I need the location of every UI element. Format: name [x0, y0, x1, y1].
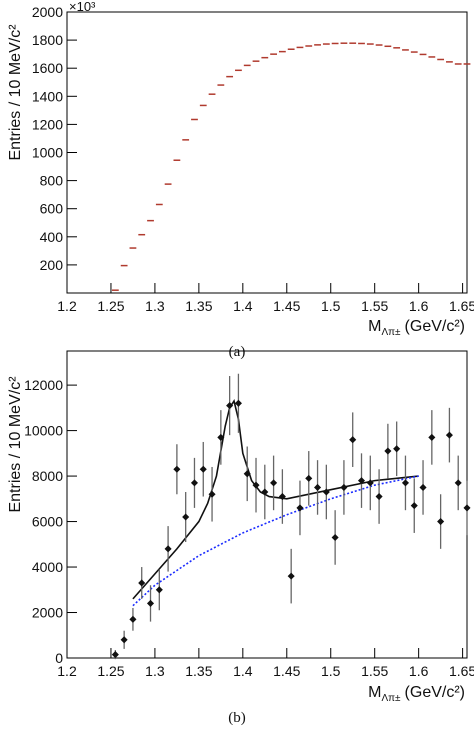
x-tick-label: 1.2 [57, 298, 77, 314]
fit-curve [132, 399, 419, 600]
x-label-unit: (GeV/c²) [405, 318, 465, 335]
data-point [305, 474, 313, 482]
y-tick-label: 1400 [32, 88, 63, 104]
caption: (b) [228, 710, 246, 726]
x-label-main: M [368, 684, 381, 701]
x-tick-label: 1.25 [97, 298, 124, 314]
y-tick-label: 200 [40, 257, 64, 273]
data-point [314, 483, 322, 491]
caption: (a) [229, 344, 246, 360]
data-point [208, 490, 216, 498]
data-point [384, 447, 392, 455]
data-point [234, 399, 242, 407]
y-tick-label: 800 [40, 173, 64, 189]
x-tick-label: 1.2 [57, 663, 77, 679]
x-tick-label: 1.6 [409, 663, 429, 679]
data-point [226, 402, 234, 410]
y-tick-label: 4000 [32, 559, 63, 575]
y-tick-label: 12000 [24, 377, 63, 393]
y-tick-label: 2000 [32, 4, 63, 20]
x-tick-label: 1.5 [321, 298, 341, 314]
x-label-sub: Λπ± [381, 327, 401, 338]
data-point [252, 481, 260, 489]
data-point [375, 493, 383, 501]
x-tick-label: 1.3 [145, 298, 165, 314]
y-tick-label: 400 [40, 229, 64, 245]
data-point [182, 513, 190, 521]
x-tick-label: 1.5 [321, 663, 341, 679]
y-axis-label: Entries / 10 MeV/c² [7, 376, 24, 513]
data-point [366, 479, 374, 487]
data-point [129, 615, 137, 623]
data-point [120, 636, 128, 644]
data-point [410, 502, 418, 510]
y-axis-label: Entries / 10 MeV/c² [7, 24, 24, 161]
data-point [164, 545, 172, 553]
fit-curve [132, 475, 419, 607]
y-tick-label: 1600 [32, 60, 63, 76]
data-point [278, 493, 286, 501]
x-label-sub: Λπ± [381, 693, 401, 704]
data-point [463, 504, 471, 512]
data-point [454, 479, 462, 487]
data-point [331, 533, 339, 542]
data-point [217, 433, 225, 441]
y-tick-label: 600 [40, 201, 64, 217]
data-point [287, 572, 295, 580]
x-tick-label: 1.35 [185, 663, 212, 679]
x-tick-label: 1.55 [361, 298, 388, 314]
data-point [111, 651, 119, 659]
x-tick-label: 1.45 [273, 298, 300, 314]
x-tick-label: 1.35 [185, 298, 212, 314]
y-tick-label: 1800 [32, 32, 63, 48]
y-tick-label: 6000 [32, 514, 63, 530]
x-tick-label: 1.25 [97, 663, 124, 679]
y-tick-label: 2000 [32, 605, 63, 621]
data-point [199, 465, 207, 473]
x-tick-label: 1.55 [361, 663, 388, 679]
x-tick-label: 1.6 [409, 298, 429, 314]
y-tick-label: 1000 [32, 145, 63, 161]
data-point [401, 479, 409, 487]
x-label-unit: (GeV/c²) [405, 684, 465, 701]
x-tick-label: 1.4 [233, 298, 253, 314]
data-point [428, 433, 436, 441]
y-tick-label: 0 [55, 650, 63, 666]
axis-multiplier: ×10³ [69, 0, 96, 14]
data-point [270, 479, 278, 487]
x-label-main: M [368, 318, 381, 335]
x-axis-label: MΛπ± (GeV/c²) [368, 684, 465, 704]
x-axis-label: MΛπ± (GeV/c²) [368, 318, 465, 338]
x-tick-label: 1.65 [449, 298, 474, 314]
data-point [437, 518, 445, 526]
data-point [190, 479, 199, 487]
data-point [357, 477, 366, 485]
data-point [419, 483, 427, 491]
y-tick-label: 8000 [32, 468, 63, 484]
data-point [155, 586, 163, 594]
y-tick-label: 10000 [24, 423, 63, 439]
x-tick-label: 1.3 [145, 663, 165, 679]
data-point [173, 465, 181, 473]
y-tick-label: 1200 [32, 116, 63, 132]
data-point [296, 504, 304, 512]
x-tick-label: 1.4 [233, 663, 253, 679]
data-point [146, 599, 155, 607]
data-point [349, 436, 357, 444]
data-point [322, 488, 330, 496]
plot-frame [66, 11, 468, 294]
data-point [393, 445, 401, 453]
data-point [340, 483, 348, 491]
data-point [261, 488, 269, 496]
data-point [243, 470, 251, 478]
data-point [445, 431, 453, 439]
x-tick-label: 1.65 [449, 663, 474, 679]
x-tick-label: 1.45 [273, 663, 300, 679]
plot-frame [66, 350, 468, 659]
data-point [138, 579, 146, 587]
